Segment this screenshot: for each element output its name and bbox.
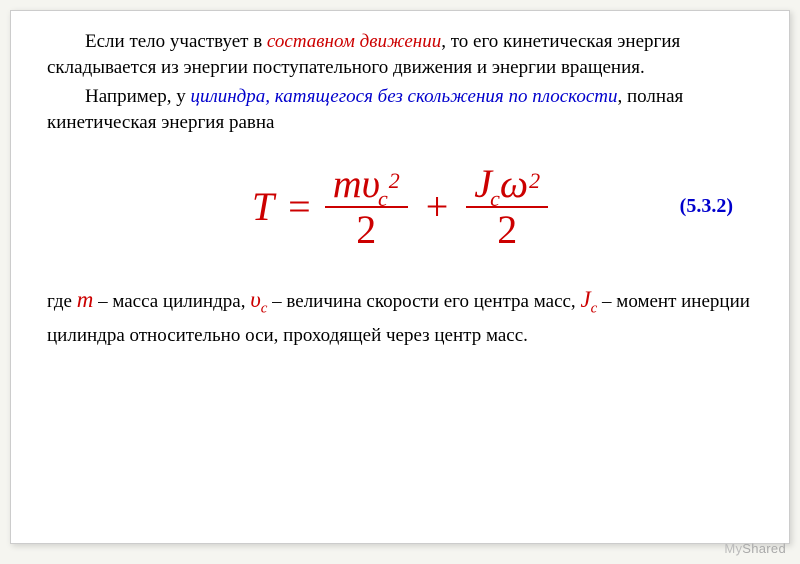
paragraph-2: Например, у цилиндра, катящегося без ско…: [47, 84, 753, 135]
formula-row: T = mυc2 2 + Jcω2 2 (5.3.2): [47, 164, 753, 250]
frac2-den: 2: [497, 208, 517, 250]
sym-v: υc: [250, 287, 267, 312]
desc-m-text: – масса цилиндра,: [98, 291, 250, 312]
frac-2: Jcω2 2: [466, 164, 548, 250]
description: где m – масса цилиндра, υc – величина ск…: [47, 282, 753, 352]
formula-equals: =: [288, 183, 311, 230]
sym-J-char: J: [580, 287, 590, 312]
kinetic-energy-formula: T = mυc2 2 + Jcω2 2: [252, 164, 548, 250]
sym-v-char: υ: [250, 287, 261, 312]
desc-where: где: [47, 291, 77, 312]
frac2-sub-c: c: [490, 188, 500, 210]
slide-container: Если тело участвует в составном движении…: [10, 10, 790, 544]
formula-T: T: [252, 183, 274, 230]
p2-pre: Например, у: [85, 86, 190, 107]
frac1-sup-2: 2: [389, 170, 400, 192]
sym-J-sub: c: [591, 300, 598, 316]
frac2-sup-2: 2: [529, 170, 540, 192]
p1-pre: Если тело участвует в: [85, 31, 267, 52]
frac1-sub-c: c: [378, 188, 388, 210]
frac-1: mυc2 2: [325, 164, 408, 250]
sym-v-sub: c: [261, 300, 268, 316]
p2-cylinder: цилиндра, катящегося без скольжения по п…: [190, 86, 617, 107]
frac2-num: Jcω2: [466, 164, 548, 208]
sym-m: m: [77, 287, 94, 312]
frac1-m: m: [333, 164, 362, 204]
formula-plus: +: [426, 183, 449, 230]
frac1-den: 2: [356, 208, 376, 250]
frac1-num: mυc2: [325, 164, 408, 208]
desc-v-text: – величина скорости его центра масс,: [272, 291, 580, 312]
sym-J: Jc: [580, 287, 597, 312]
paragraph-1: Если тело участвует в составном движении…: [47, 29, 753, 80]
equation-number: (5.3.2): [680, 195, 733, 218]
p1-emphasis: составном движении: [267, 31, 441, 52]
frac2-omega: ω: [500, 164, 528, 204]
